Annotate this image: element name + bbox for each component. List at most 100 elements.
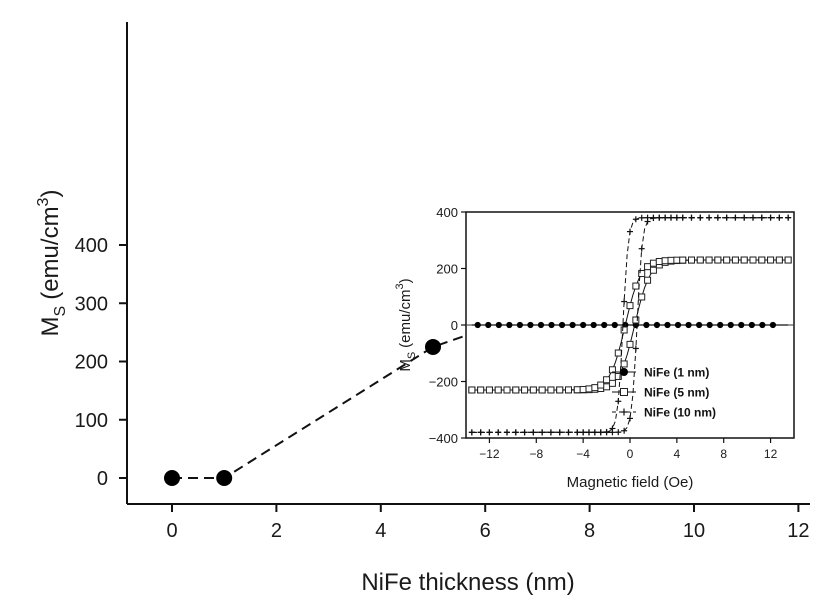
- inset-point-circle: [611, 321, 618, 329]
- legend-entry: NiFe (1 nm): [612, 366, 709, 380]
- inset-point-square: [591, 384, 599, 392]
- inset-point-plus: [591, 429, 598, 436]
- inset-point-square: [468, 386, 476, 394]
- inset-point-plus: [706, 214, 713, 221]
- inset-point-circle: [664, 321, 671, 329]
- inset-point-square: [597, 381, 605, 389]
- main-y-label-sup: 3: [35, 197, 52, 206]
- main-y-ticks: 0 100 200 300 400: [75, 235, 127, 490]
- main-y-axis-label: MS (emu/cm3): [35, 190, 69, 337]
- inset-y-tick-label: −400: [429, 431, 458, 446]
- main-y-tick-label: 100: [75, 410, 108, 432]
- main-data-point: [164, 470, 180, 486]
- inset-point-plus: [650, 214, 657, 221]
- main-y-tick-label: 200: [75, 352, 108, 374]
- inset-point-plus: [486, 429, 493, 436]
- inset-point-square: [723, 256, 731, 264]
- inset-point-plus: [504, 429, 510, 436]
- inset-point-circle: [537, 321, 545, 329]
- inset-y-ticks: −400 −200 0 200 400: [429, 205, 466, 446]
- inset-point-square: [638, 293, 646, 301]
- inset-point-plus: [615, 398, 622, 405]
- main-x-tick-label: 4: [375, 520, 386, 542]
- main-x-tick-label: 6: [480, 520, 491, 542]
- inset-point-square: [614, 349, 622, 357]
- inset-point-circle: [620, 368, 628, 376]
- inset-point-square: [608, 379, 616, 387]
- inset-point-plus: [632, 216, 639, 223]
- inset-point-square: [749, 256, 757, 264]
- inset-point-circle: [643, 321, 650, 329]
- inset-point-plus: [644, 214, 651, 221]
- inset-y-tick-label: 200: [436, 262, 458, 277]
- inset-point-circle: [748, 321, 755, 329]
- inset-x-tick-label: 12: [764, 447, 778, 461]
- main-x-axis-label: NiFe thickness (nm): [361, 569, 574, 596]
- main-y-label-close: ): [37, 190, 64, 198]
- main-y-label-unit: (emu/cm: [37, 206, 64, 299]
- inset-point-circle: [759, 321, 766, 329]
- inset-point-plus: [597, 429, 604, 436]
- inset-point-square: [620, 388, 628, 396]
- inset-point-square: [547, 386, 555, 394]
- inset-point-plus: [697, 214, 704, 221]
- inset-point-square: [705, 256, 713, 264]
- inset-point-circle: [506, 321, 513, 329]
- legend-label: NiFe (5 nm): [644, 386, 709, 400]
- inset-y-label-sup: 3: [394, 283, 406, 289]
- inset-point-circle: [495, 321, 502, 329]
- inset-point-square: [585, 385, 593, 393]
- main-y-label-sub: S: [52, 306, 69, 317]
- inset-point-circle: [485, 321, 492, 329]
- inset-point-circle: [727, 321, 734, 329]
- main-y-tick-label: 400: [75, 235, 108, 257]
- inset-point-plus: [638, 245, 645, 252]
- inset-point-square: [649, 266, 657, 274]
- inset-x-tick-label: 8: [720, 447, 727, 461]
- inset-point-square: [649, 259, 657, 267]
- inset-point-square: [603, 383, 611, 391]
- inset-point-plus: [609, 425, 616, 432]
- inset-point-circle: [738, 321, 745, 329]
- inset-point-square: [521, 386, 529, 394]
- inset-point-circle: [474, 321, 481, 329]
- inset-series-2: [468, 256, 792, 394]
- main-x-tick-label: 8: [584, 520, 595, 542]
- inset-x-axis-label: Magnetic field (Oe): [567, 474, 694, 491]
- main-y-tick-label: 0: [97, 468, 108, 490]
- main-x-tick-label: 10: [683, 520, 705, 542]
- inset-point-square: [603, 376, 611, 384]
- inset-point-square: [503, 386, 511, 394]
- inset-x-tick-label: −8: [529, 447, 543, 461]
- inset-y-tick-label: 400: [436, 205, 458, 220]
- inset-legend: NiFe (1 nm) NiFe (5 nm) NiFe (10 nm): [612, 366, 716, 420]
- legend-label: NiFe (1 nm): [644, 366, 709, 380]
- inset-point-circle: [558, 321, 566, 329]
- inset-point-plus: [565, 429, 572, 436]
- inset-point-square: [538, 386, 546, 394]
- inset-point-circle: [590, 321, 597, 329]
- inset-point-plus: [539, 429, 546, 436]
- inset-point-plus: [620, 408, 628, 416]
- inset-point-plus: [580, 429, 587, 436]
- inset-point-square: [644, 276, 652, 284]
- inset-point-plus: [750, 214, 756, 221]
- inset-point-circle: [527, 321, 534, 329]
- main-data-point: [216, 470, 233, 486]
- main-y-label-m: M: [37, 316, 64, 336]
- inset-x-tick-label: 0: [627, 447, 634, 461]
- inset-point-plus: [668, 214, 674, 221]
- inset-point-square: [661, 257, 669, 265]
- inset-x-tick-label: −4: [576, 447, 590, 461]
- inset-point-plus: [530, 429, 537, 436]
- inset-point-plus: [586, 429, 592, 436]
- inset-y-label-unit: (emu/cm: [397, 289, 414, 347]
- inset-point-square: [775, 256, 783, 264]
- inset-point-plus: [627, 228, 633, 235]
- main-x-ticks: 02468101214: [166, 504, 810, 542]
- inset-point-plus: [714, 214, 721, 221]
- inset-point-square: [565, 386, 572, 394]
- inset-point-square: [731, 256, 739, 264]
